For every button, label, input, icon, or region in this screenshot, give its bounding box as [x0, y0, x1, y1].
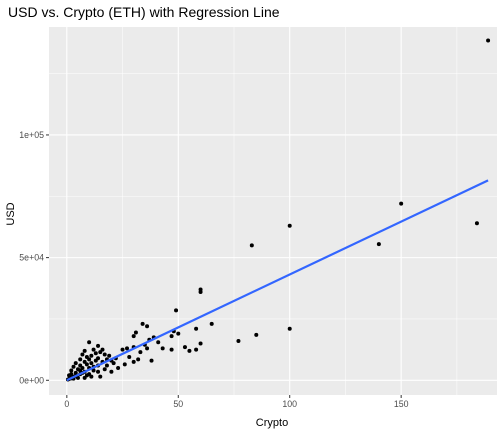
data-point: [73, 361, 78, 366]
data-point: [84, 362, 89, 367]
data-point: [78, 357, 83, 362]
data-point: [249, 243, 254, 248]
data-point: [82, 348, 87, 353]
data-point: [98, 374, 103, 379]
data-point: [176, 331, 181, 336]
y-tick-label: 0e+00: [19, 375, 44, 385]
data-point: [80, 352, 85, 357]
x-tick-label: 100: [282, 399, 297, 409]
data-point: [107, 353, 112, 358]
data-point: [89, 353, 94, 358]
data-point: [131, 359, 136, 364]
x-tick-label: 50: [173, 399, 183, 409]
data-point: [71, 364, 76, 369]
data-point: [169, 334, 174, 339]
axes: 0 50 100 150 0e+00 5e+04 1e+05: [19, 130, 408, 409]
data-point: [160, 346, 165, 351]
data-point: [96, 369, 101, 374]
data-point: [98, 350, 103, 355]
data-point: [198, 289, 203, 294]
data-point: [149, 358, 154, 363]
data-point: [209, 321, 214, 326]
data-point: [486, 38, 491, 43]
minor-gridlines: [49, 27, 497, 395]
data-point: [109, 369, 114, 374]
data-point: [236, 339, 241, 344]
data-point: [127, 354, 132, 359]
data-point: [69, 368, 74, 373]
data-point: [287, 223, 292, 228]
chart-title: USD vs. Crypto (ETH) with Regression Lin…: [8, 4, 280, 20]
data-point: [174, 308, 179, 313]
data-point: [84, 373, 89, 378]
data-point: [120, 347, 125, 352]
major-gridlines: [49, 27, 497, 395]
data-point: [399, 201, 404, 206]
data-point: [102, 367, 107, 372]
data-point: [93, 358, 98, 363]
data-point: [156, 340, 161, 345]
data-point: [254, 332, 259, 337]
regression-line-group: [66, 179, 489, 382]
data-point: [187, 348, 192, 353]
data-point: [194, 326, 199, 331]
regression-line: [66, 179, 489, 382]
data-point: [87, 357, 92, 362]
data-point: [182, 345, 187, 350]
data-point: [131, 334, 136, 339]
y-axis-title: USD: [5, 202, 17, 225]
data-point: [89, 374, 94, 379]
data-point: [91, 368, 96, 373]
data-point: [474, 221, 479, 226]
data-point: [91, 347, 96, 352]
x-tick-label: 0: [64, 399, 69, 409]
data-point: [138, 350, 143, 355]
data-point: [125, 346, 130, 351]
data-point: [376, 242, 381, 247]
data-point: [93, 351, 98, 356]
x-tick-label: 150: [394, 399, 409, 409]
data-point: [104, 363, 109, 368]
data-point: [96, 343, 101, 348]
x-axis-title: Crypto: [256, 417, 288, 429]
plot-panel: [49, 27, 497, 395]
data-point: [198, 341, 203, 346]
data-point: [87, 340, 92, 345]
data-point: [89, 361, 94, 366]
data-point: [287, 326, 292, 331]
data-point: [69, 372, 74, 377]
data-point: [136, 357, 141, 362]
data-point: [145, 346, 150, 351]
data-point: [122, 362, 127, 367]
data-point: [194, 347, 199, 352]
data-point: [73, 370, 78, 375]
data-point: [145, 324, 150, 329]
y-tick-label: 1e+05: [19, 130, 44, 140]
y-tick-label: 5e+04: [19, 253, 44, 263]
data-point: [102, 352, 107, 357]
data-points: [65, 38, 491, 382]
data-point: [140, 321, 145, 326]
data-point: [169, 347, 174, 352]
data-point: [133, 330, 138, 335]
data-point: [116, 366, 121, 371]
